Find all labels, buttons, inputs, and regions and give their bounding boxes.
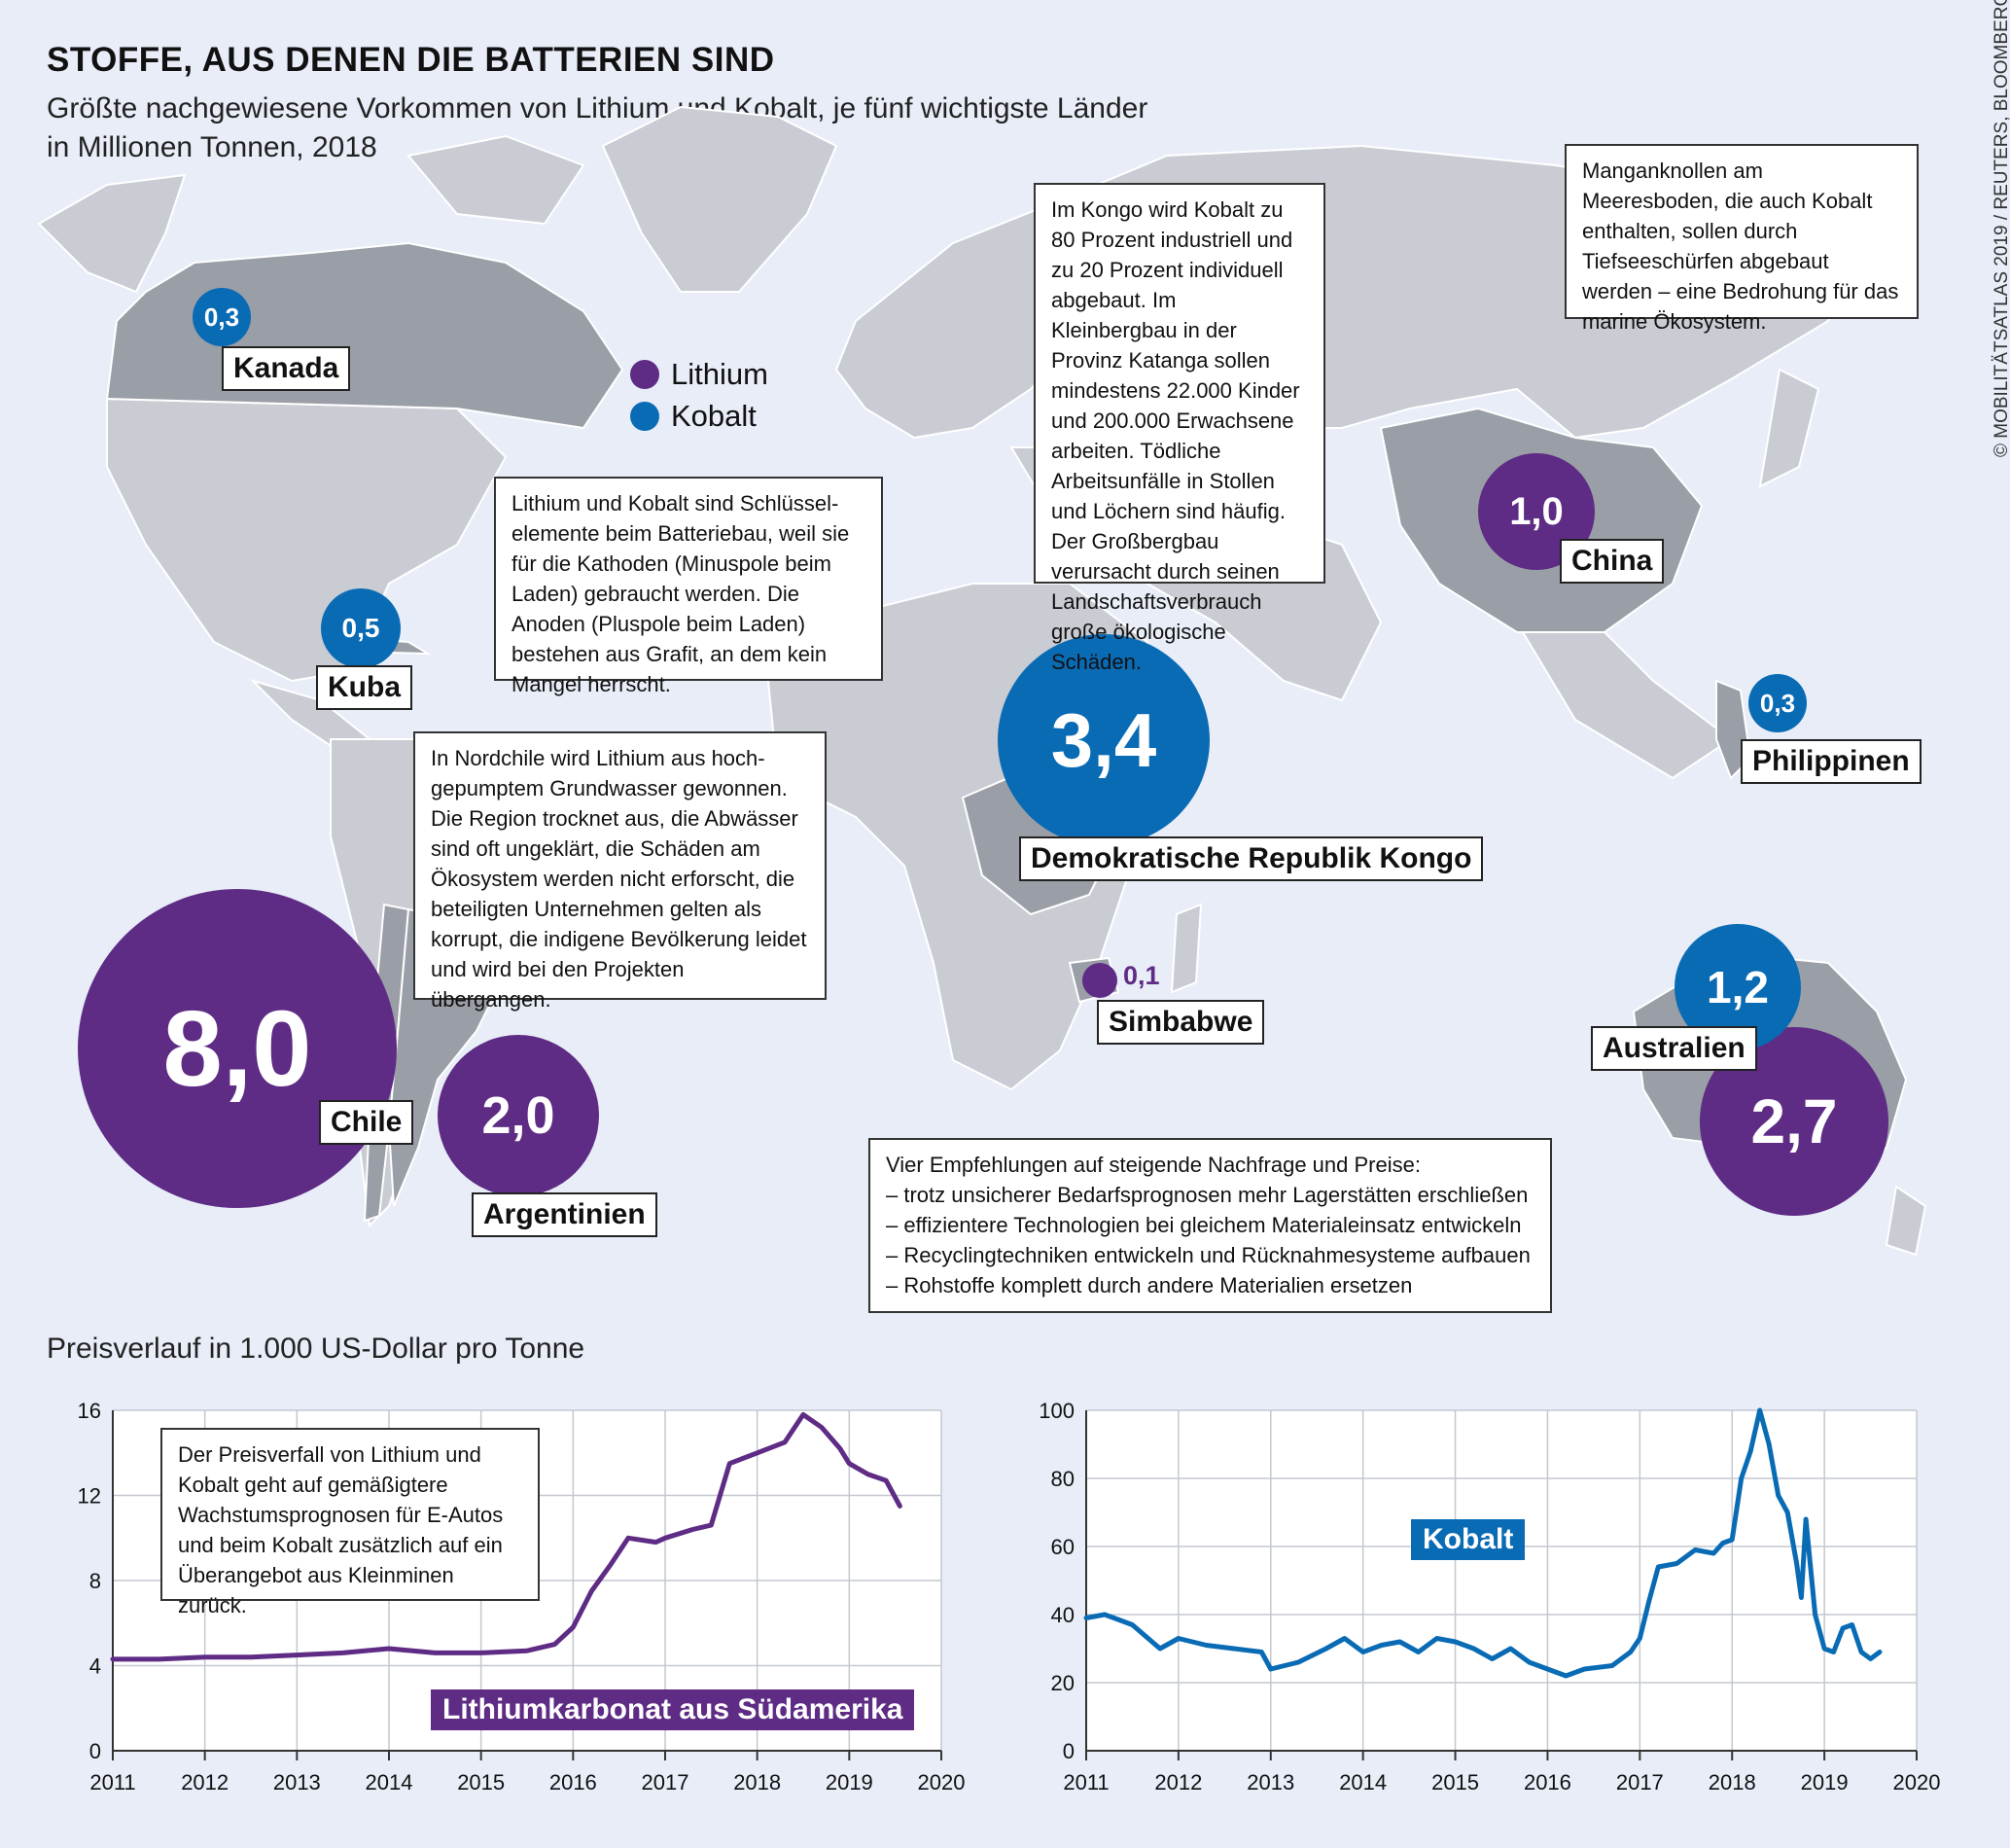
x-tick-label: 2016 [1524, 1770, 1571, 1795]
plot-area [1086, 1410, 1917, 1751]
y-tick-label: 12 [78, 1484, 101, 1509]
label-simbabwe: Simbabwe [1097, 1000, 1265, 1045]
bubble-kongo-kobalt: 3,4 [998, 634, 1210, 846]
label-kanada: Kanada [222, 346, 351, 391]
note-chile: In Nordchile wird Lithium aus hoch-gepum… [413, 731, 827, 1012]
bubble-argentinien-lithium: 2,0 [438, 1035, 599, 1196]
x-tick-label: 2015 [1431, 1770, 1479, 1795]
bubble-chile-lithium: 8,0 [78, 889, 397, 1208]
bubble-china-lithium: 1,0 [1478, 453, 1595, 570]
x-tick-label: 2018 [733, 1770, 781, 1795]
y-tick-label: 0 [1063, 1739, 1075, 1763]
empfehlung-item: – effizientere Technologien bei gleichem… [886, 1213, 1522, 1237]
x-tick-label: 2014 [366, 1770, 413, 1795]
x-tick-label: 2012 [1154, 1770, 1202, 1795]
map-madagascar [1170, 903, 1203, 994]
note-batterie: Lithium und Kobalt sind Schlüssel-elemen… [494, 477, 883, 696]
note-kongo: Im Kongo wird Kobalt zu 80 Prozent indus… [1034, 183, 1325, 674]
infographic-title: STOFFE, AUS DENEN DIE BATTERIEN SIND [47, 41, 775, 79]
label-argentinien: Argentinien [472, 1192, 657, 1237]
empfehlungen-title: Vier Empfehlungen auf steigende Nachfrag… [886, 1153, 1421, 1177]
map-canada [105, 241, 624, 430]
map-japan [1758, 368, 1820, 488]
y-tick-label: 16 [78, 1399, 101, 1423]
note-empfehlungen: Vier Empfehlungen auf steigende Nachfrag… [868, 1138, 1552, 1313]
x-tick-label: 2020 [1893, 1770, 1941, 1795]
y-tick-label: 100 [1039, 1399, 1075, 1423]
kobalt-price-chart: 0 20 40 60 80 100 2011 2012 2013 2014 2015 2016 2017… [1039, 1399, 1941, 1795]
x-tick-label: 2011 [1063, 1770, 1109, 1795]
x-tick-label: 2012 [181, 1770, 229, 1795]
kobalt-dot-icon [630, 402, 659, 431]
empfehlung-item: – trotz unsicherer Bedarfsprognosen mehr… [886, 1183, 1529, 1207]
series-line [110, 1411, 902, 1662]
x-tick-label: 2018 [1709, 1770, 1756, 1795]
empfehlung-item: – Recyclingtechniken entwickeln und Rück… [886, 1243, 1531, 1267]
note-mangan: Manganknollen am Meeresboden, die auch K… [1565, 144, 1919, 334]
legend-kobalt-label: Kobalt [671, 399, 757, 433]
label-chile: Chile [319, 1100, 414, 1145]
infographic-subtitle: Größte nachgewiesene Vorkommen von Lithi… [47, 89, 1214, 167]
x-tick-label: 2017 [1616, 1770, 1664, 1795]
label-kuba: Kuba [316, 665, 412, 710]
map-arctic-islands [406, 134, 585, 226]
simbabwe-lithium-value: 0,1 [1123, 961, 1160, 990]
bubble-philippinen-kobalt: 0,3 [1748, 674, 1807, 732]
x-tick-label: 2016 [549, 1770, 597, 1795]
lithium-series-label: Lithiumkarbonat aus Südamerika [431, 1689, 915, 1730]
subtitle-line-1: Größte nachgewiesene Vorkommen von Lithi… [47, 92, 1148, 124]
legend-lithium-label: Lithium [671, 357, 768, 391]
map-alaska [37, 173, 187, 294]
map-greenland [601, 105, 838, 293]
subtitle-line-2: in Millionen Tonnen, 2018 [47, 131, 377, 163]
x-tick-label: 2017 [642, 1770, 689, 1795]
label-philippinen: Philippinen [1741, 739, 1922, 784]
label-china: China [1560, 539, 1665, 584]
bubble-kanada-kobalt: 0,3 [193, 288, 251, 346]
y-tick-label: 40 [1051, 1603, 1075, 1627]
legend-kobalt: Kobalt [630, 399, 757, 434]
y-tick-label: 4 [89, 1654, 101, 1679]
y-tick-label: 60 [1051, 1535, 1075, 1559]
x-tick-label: 2020 [918, 1770, 966, 1795]
map-new-zealand [1885, 1185, 1927, 1257]
bubble-simbabwe-lithium [1082, 963, 1117, 998]
y-tick-label: 80 [1051, 1467, 1075, 1491]
bubble-kuba-kobalt: 0,5 [321, 588, 401, 668]
empfehlung-item: – Rohstoffe komplett durch andere Materi… [886, 1273, 1413, 1297]
legend-lithium: Lithium [630, 357, 768, 392]
map-usa [106, 397, 508, 683]
series-line [1083, 1407, 1883, 1679]
y-tick-label: 20 [1051, 1671, 1075, 1695]
x-tick-label: 2014 [1339, 1770, 1387, 1795]
kobalt-series-label: Kobalt [1411, 1519, 1526, 1560]
chart-heading: Preisverlauf in 1.000 US-Dollar pro Tonn… [47, 1333, 585, 1365]
lithium-dot-icon [630, 360, 659, 389]
y-tick-label: 0 [89, 1739, 101, 1763]
x-tick-label: 2013 [273, 1770, 321, 1795]
x-tick-label: 2013 [1247, 1770, 1294, 1795]
label-kongo: Demokratische Republik Kongo [1019, 836, 1484, 881]
map-southeast-asia [1515, 622, 1733, 780]
x-tick-label: 2019 [1801, 1770, 1849, 1795]
x-tick-label: 2011 [89, 1770, 135, 1795]
x-tick-label: 2019 [826, 1770, 873, 1795]
label-australien: Australien [1591, 1026, 1757, 1071]
note-preisverfall: Der Preisverfall von Lithium und Kobalt … [160, 1428, 540, 1617]
y-tick-label: 8 [89, 1569, 101, 1593]
x-tick-label: 2015 [457, 1770, 505, 1795]
